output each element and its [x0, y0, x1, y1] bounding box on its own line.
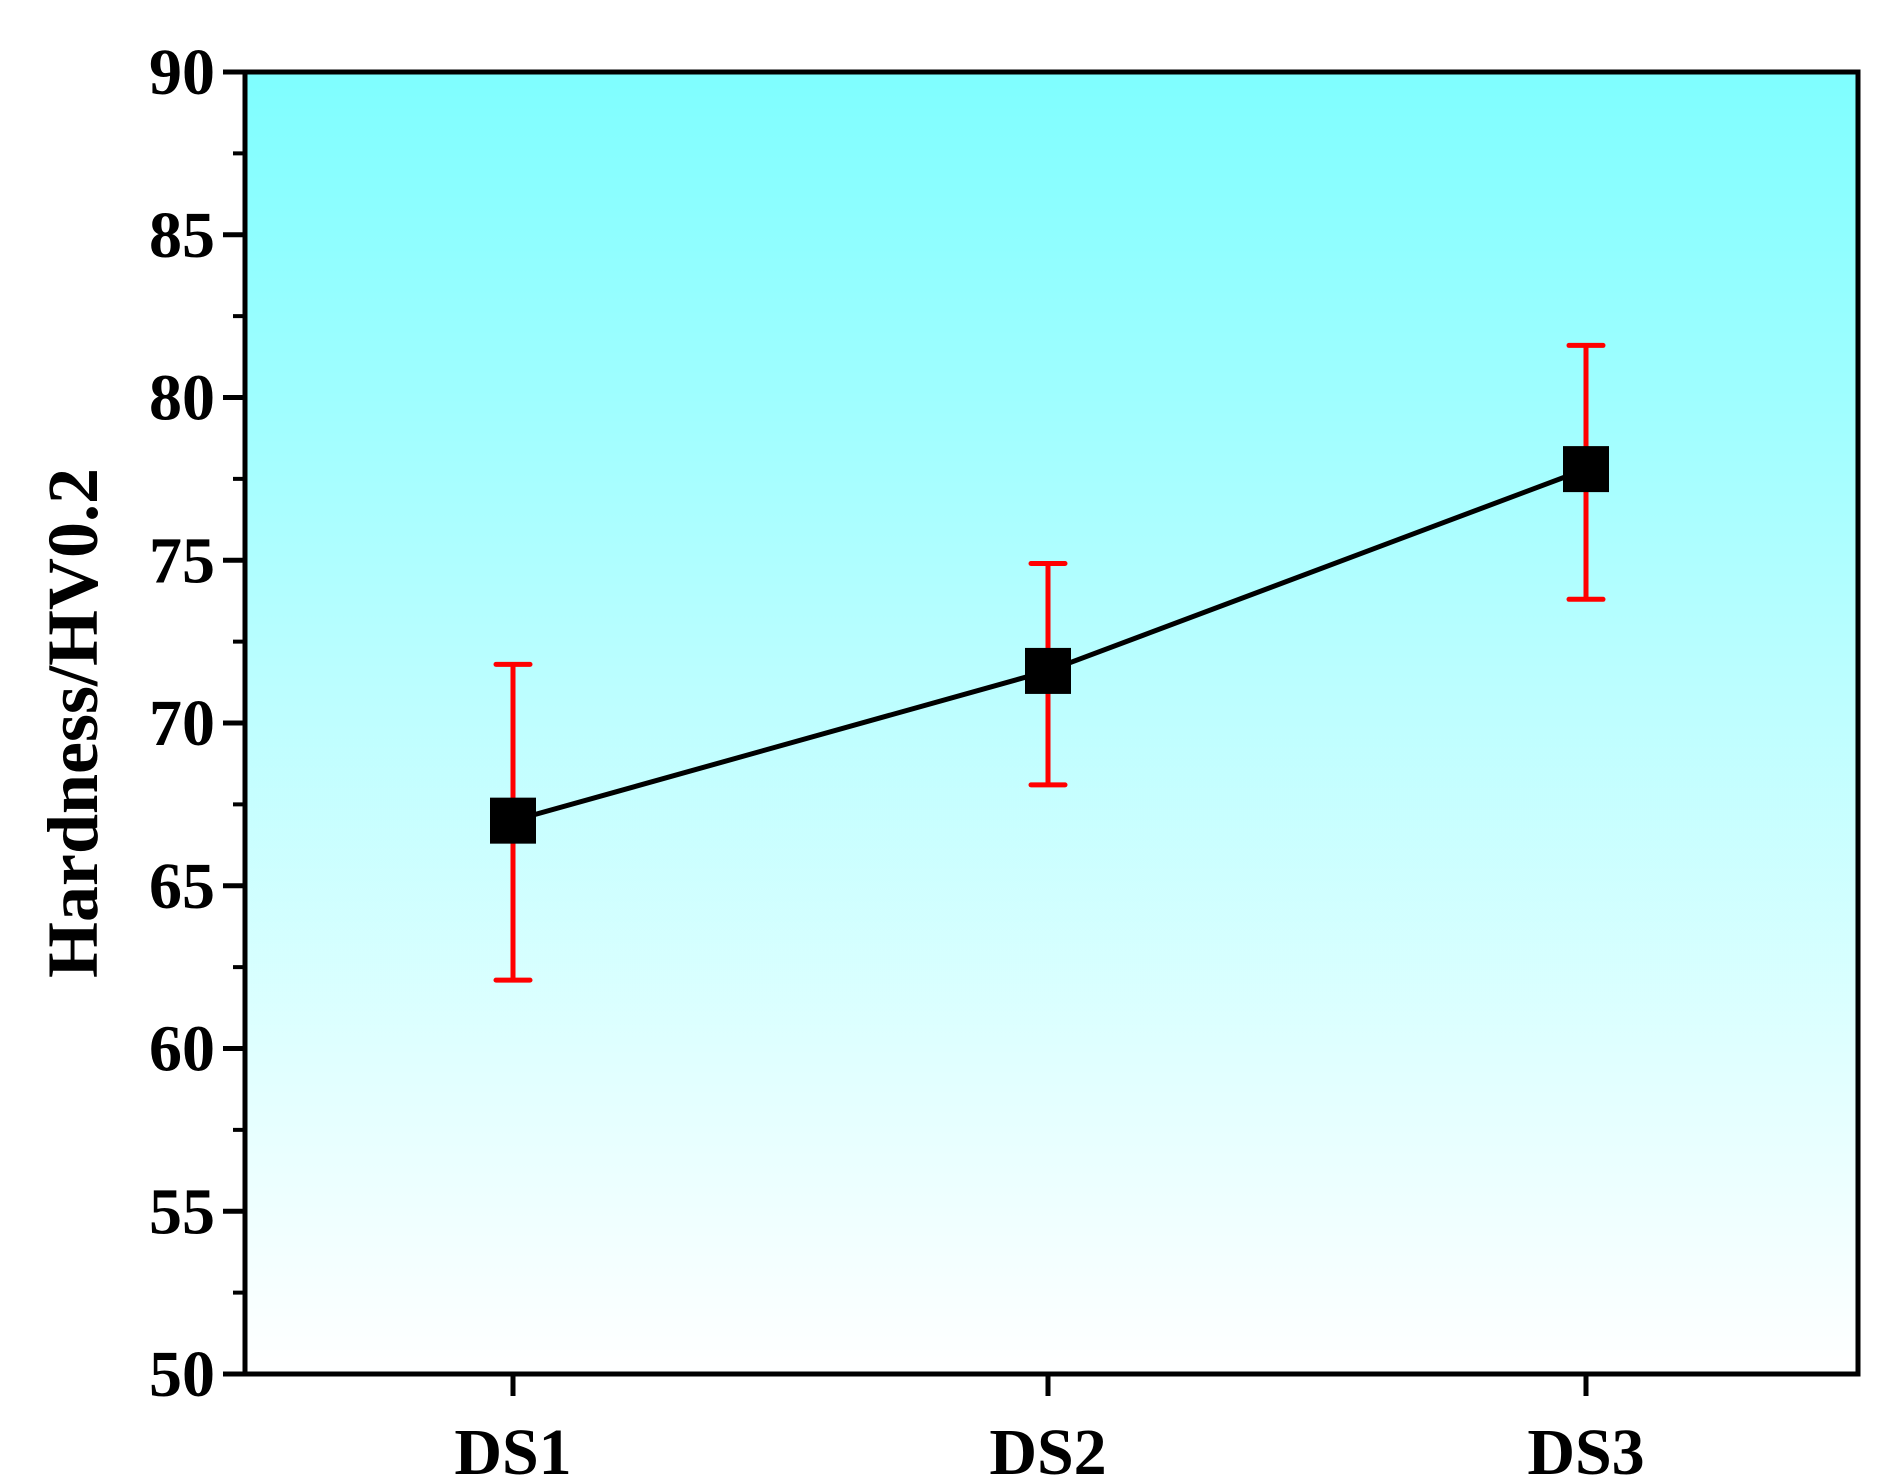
plot-frame	[242, 69, 1861, 1377]
y-tick-label-75: 75	[149, 524, 215, 597]
y-tick-label-65: 65	[149, 850, 215, 923]
data-point-DS2	[1025, 647, 1071, 694]
plot-area	[245, 72, 1858, 1374]
x-tick-label-DS2: DS2	[989, 1416, 1106, 1484]
y-tick-label-55: 55	[149, 1175, 215, 1248]
axes: 50 55 60 65 70 75 80 85 90 DS1 DS2 DS3 Hardness/HV0.…	[33, 36, 1645, 1484]
y-tick-label-70: 70	[149, 687, 215, 760]
x-tick-label-DS3: DS3	[1527, 1416, 1644, 1484]
y-tick-label-90: 90	[149, 36, 215, 109]
y-tick-label-80: 80	[149, 362, 215, 435]
x-tick-label-DS1: DS1	[454, 1416, 571, 1484]
y-axis-title: Hardness/HV0.2	[33, 468, 113, 978]
y-tick-label-85: 85	[149, 199, 215, 272]
y-tick-label-50: 50	[149, 1338, 215, 1411]
data-point-DS1	[490, 797, 536, 844]
y-tick-label-60: 60	[149, 1013, 215, 1086]
data-marks	[490, 342, 1609, 983]
data-point-DS3	[1563, 446, 1609, 493]
